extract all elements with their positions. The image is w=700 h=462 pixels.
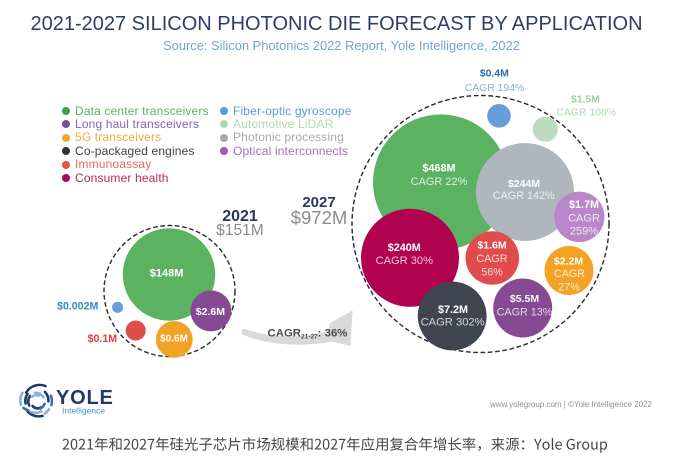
svg-text:Intelligence: Intelligence [62,406,105,416]
svg-text:$0.1M: $0.1M [88,333,118,345]
svg-text:$244M: $244M [508,178,540,190]
svg-text:CAGR 13%: CAGR 13% [497,306,553,318]
svg-text:$1.6M: $1.6M [477,240,506,252]
svg-text:$240M: $240M [388,242,421,254]
svg-text:$0.6M: $0.6M [160,333,188,344]
svg-text:$0.002M: $0.002M [57,301,98,313]
svg-text:CAGR: CAGR [568,213,600,225]
svg-text:CAGR 108%: CAGR 108% [556,108,615,119]
svg-text:$2.2M: $2.2M [554,256,583,268]
svg-text:56%: 56% [481,267,503,279]
svg-text:CAGR 194%: CAGR 194% [465,83,524,94]
svg-text:$1.5M: $1.5M [571,95,600,106]
svg-text:CAGR 30%: CAGR 30% [376,255,433,267]
svg-text:CAGR: CAGR [476,253,507,265]
svg-text:CAGR 22%: CAGR 22% [411,176,468,188]
svg-text:259%: 259% [570,226,598,238]
svg-text:CAGR 302%: CAGR 302% [421,316,485,328]
svg-text:27%: 27% [558,282,580,294]
svg-text:$1.7M: $1.7M [569,199,599,211]
svg-text:CAGR21-27: 36%: CAGR21-27: 36% [268,328,348,341]
svg-text:$2.6M: $2.6M [196,306,225,318]
svg-text:CAGR 142%: CAGR 142% [493,190,555,202]
svg-text:CAGR: CAGR [554,268,585,280]
svg-text:$148M: $148M [150,267,184,279]
svg-text:$7.2M: $7.2M [438,304,468,316]
svg-text:$468M: $468M [422,163,455,175]
svg-text:$0.4M: $0.4M [480,68,509,79]
svg-text:$5.5M: $5.5M [510,293,539,305]
svg-text:YOLE: YOLE [56,387,114,409]
